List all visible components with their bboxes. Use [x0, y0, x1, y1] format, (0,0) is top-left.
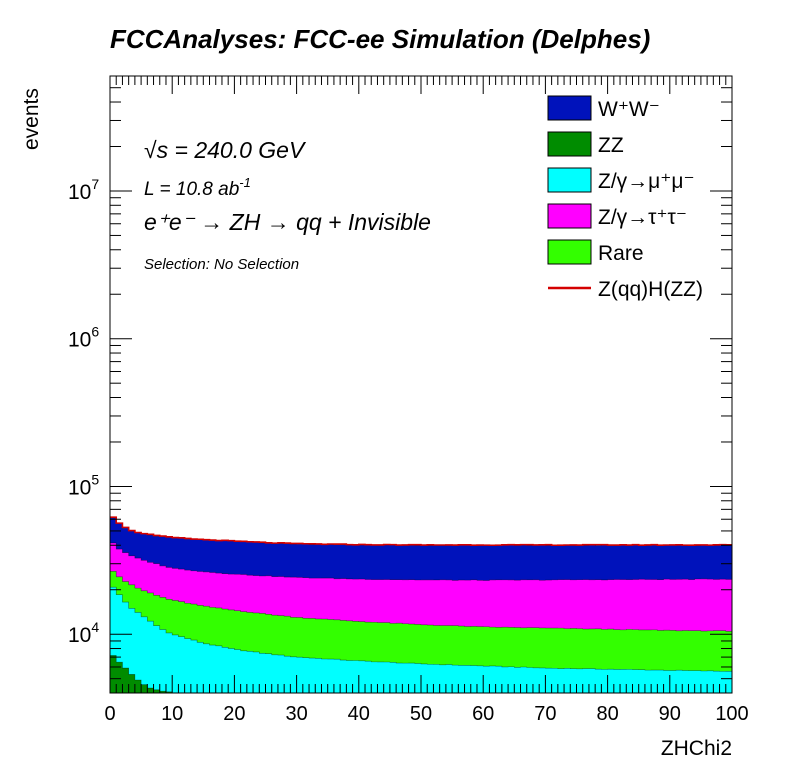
chart-title: FCCAnalyses: FCC-ee Simulation (Delphes) — [110, 24, 650, 54]
legend: W⁺W⁻ ZZ Z/γ→μ⁺μ⁻ Z/γ→τ⁺τ⁻ Rare Z(qq)H(ZZ) — [547, 95, 703, 301]
legend-swatch — [547, 167, 592, 193]
series-line-zqq-hzz — [110, 516, 732, 547]
sqrt-s-label: √s = 240.0 GeV — [144, 137, 307, 163]
process-label: e⁺e⁻ → ZH → qq + Invisible — [144, 209, 431, 235]
selection-label: Selection: No Selection — [144, 256, 299, 273]
legend-swatch — [547, 95, 592, 121]
legend-swatch — [547, 239, 592, 265]
y-tick-label: 106 — [68, 324, 99, 352]
y-tick-label: 107 — [68, 176, 99, 204]
x-tick-label: 30 — [285, 703, 307, 725]
y-tick-label: 105 — [68, 471, 99, 499]
legend-label: Z/γ→μ⁺μ⁻ — [598, 170, 695, 193]
x-tick-label: 70 — [534, 703, 556, 725]
legend-label: Z(qq)H(ZZ) — [598, 278, 703, 301]
legend-swatch — [547, 131, 592, 157]
x-tick-label: 100 — [715, 703, 748, 725]
legend-label: W⁺W⁻ — [598, 98, 660, 121]
legend-label: ZZ — [598, 134, 624, 157]
x-tick-label: 0 — [104, 703, 115, 725]
y-axis-label: events — [20, 88, 43, 150]
legend-label: Z/γ→τ⁺τ⁻ — [598, 206, 687, 229]
x-tick-label: 40 — [348, 703, 370, 725]
lumi-label: L = 10.8 ab-1 — [144, 175, 251, 200]
legend-label: Rare — [598, 242, 644, 265]
y-tick-label: 104 — [68, 619, 99, 647]
x-tick-label: 60 — [472, 703, 494, 725]
x-axis-label: ZHChi2 — [661, 737, 732, 760]
x-tick-label: 20 — [223, 703, 245, 725]
legend-swatch — [547, 203, 592, 229]
series-area-1 — [109, 586, 733, 694]
axis-ticks: 0 10 20 30 40 50 60 70 80 90 100 104 105 106 107 — [68, 75, 749, 725]
x-tick-label: 10 — [161, 703, 183, 725]
x-tick-label: 90 — [659, 703, 681, 725]
annotations: √s = 240.0 GeV L = 10.8 ab-1 e⁺e⁻ → ZH →… — [144, 137, 431, 273]
x-tick-label: 80 — [596, 703, 618, 725]
x-tick-label: 50 — [410, 703, 432, 725]
stacked-histogram — [109, 516, 733, 694]
